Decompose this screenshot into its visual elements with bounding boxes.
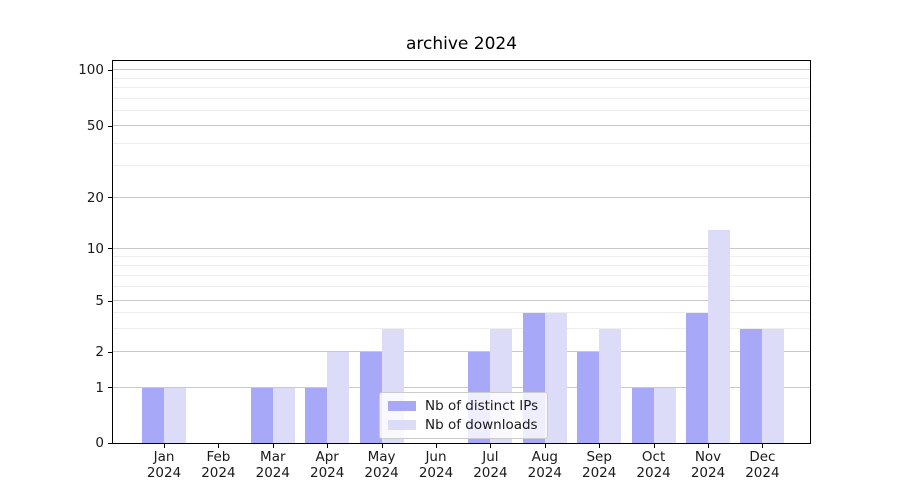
x-tick-mark-feb (218, 444, 220, 448)
x-tick-mark-jan (164, 444, 165, 448)
minor-gridline-80 (113, 87, 810, 89)
y-tick-label-1: 1 (95, 379, 104, 396)
minor-gridline-9 (113, 255, 810, 257)
minor-gridline-90 (113, 77, 810, 79)
major-gridline-1 (113, 387, 810, 388)
x-tick-label-dec: Dec 2024 (745, 449, 780, 481)
bar-downloads-apr (327, 352, 350, 443)
minor-gridline-4 (113, 312, 810, 314)
bar-downloads-dec (762, 329, 785, 443)
x-tick-label-jun: Jun 2024 (418, 449, 454, 481)
legend-label-distinct-ips: Nb of distinct IPs (425, 398, 539, 414)
x-tick-mark-mar (272, 444, 274, 448)
x-tick-label-nov: Nov 2024 (690, 449, 726, 481)
major-gridline-20 (113, 197, 810, 198)
x-tick-mark-may (381, 444, 383, 448)
x-tick-label-sep: Sep 2024 (582, 449, 617, 481)
y-tick-label-50: 50 (86, 118, 104, 135)
y-tick-label-100: 100 (78, 62, 104, 79)
bar-downloads-oct (653, 388, 676, 443)
legend-label-downloads: Nb of downloads (425, 417, 538, 433)
legend-swatch-downloads (388, 420, 416, 430)
bar-downloads-mar (272, 388, 295, 443)
x-tick-label-apr: Apr 2024 (310, 449, 345, 481)
y-tick-mark-0 (108, 442, 112, 444)
x-tick-mark-oct (653, 444, 655, 448)
x-tick-label-jul: Jul 2024 (473, 449, 508, 481)
bar-distinct-ips-sep (577, 352, 600, 443)
bar-downloads-sep (599, 329, 622, 443)
y-tick-mark-2 (108, 351, 112, 353)
y-tick-label-5: 5 (95, 293, 104, 309)
x-tick-mark-apr (327, 444, 329, 448)
x-tick-label-may: May 2024 (364, 449, 399, 481)
legend-swatch-distinct-ips (388, 401, 416, 411)
major-gridline-100 (113, 69, 810, 71)
major-gridline-5 (113, 300, 810, 302)
plot-area: Nb of distinct IPs Nb of downloads (112, 60, 811, 444)
bar-distinct-ips-dec (740, 329, 763, 443)
x-tick-label-jan: Jan 2024 (146, 449, 182, 481)
minor-gridline-7 (113, 274, 810, 276)
y-tick-mark-1 (108, 387, 112, 389)
minor-gridline-30 (113, 165, 810, 167)
minor-gridline-3 (113, 328, 810, 330)
bar-distinct-ips-oct (631, 388, 654, 443)
bar-distinct-ips-nov (686, 313, 708, 443)
y-tick-label-10: 10 (86, 240, 104, 257)
y-tick-mark-50 (108, 125, 112, 127)
legend-item-downloads: Nb of downloads (388, 417, 538, 433)
major-gridline-50 (113, 125, 810, 127)
x-tick-label-aug: Aug 2024 (527, 449, 562, 481)
x-tick-label-oct: Oct 2024 (636, 449, 671, 481)
chart-title: archive 2024 (405, 34, 518, 54)
bar-distinct-ips-may (359, 352, 382, 443)
bar-distinct-ips-jan (142, 388, 164, 443)
x-tick-label-feb: Feb 2024 (201, 449, 236, 481)
bar-downloads-nov (708, 229, 730, 443)
legend-item-distinct-ips: Nb of distinct IPs (388, 398, 538, 414)
minor-gridline-60 (113, 110, 810, 112)
x-tick-label-mar: Mar 2024 (255, 449, 290, 481)
bar-downloads-jan (164, 388, 186, 443)
minor-gridline-8 (113, 264, 810, 266)
x-tick-mark-jul (490, 444, 492, 448)
minor-gridline-6 (113, 286, 810, 288)
minor-gridline-40 (113, 142, 810, 144)
x-tick-mark-sep (599, 444, 601, 448)
legend: Nb of distinct IPs Nb of downloads (379, 392, 549, 439)
bar-distinct-ips-apr (305, 388, 328, 443)
minor-gridline-70 (113, 98, 810, 100)
x-tick-mark-aug (544, 444, 546, 448)
major-gridline-10 (113, 247, 810, 249)
x-tick-mark-dec (762, 444, 764, 448)
y-tick-label-2: 2 (95, 344, 104, 360)
x-tick-mark-jun (436, 444, 437, 448)
y-tick-mark-10 (108, 248, 112, 250)
y-tick-mark-20 (108, 197, 112, 199)
y-tick-label-20: 20 (86, 189, 104, 206)
major-gridline-2 (113, 351, 810, 353)
bar-downloads-aug (544, 313, 567, 443)
bar-distinct-ips-mar (250, 388, 273, 443)
y-tick-mark-100 (108, 69, 112, 71)
y-tick-mark-5 (108, 300, 112, 302)
x-tick-mark-nov (708, 444, 709, 448)
y-tick-label-0: 0 (95, 435, 104, 451)
